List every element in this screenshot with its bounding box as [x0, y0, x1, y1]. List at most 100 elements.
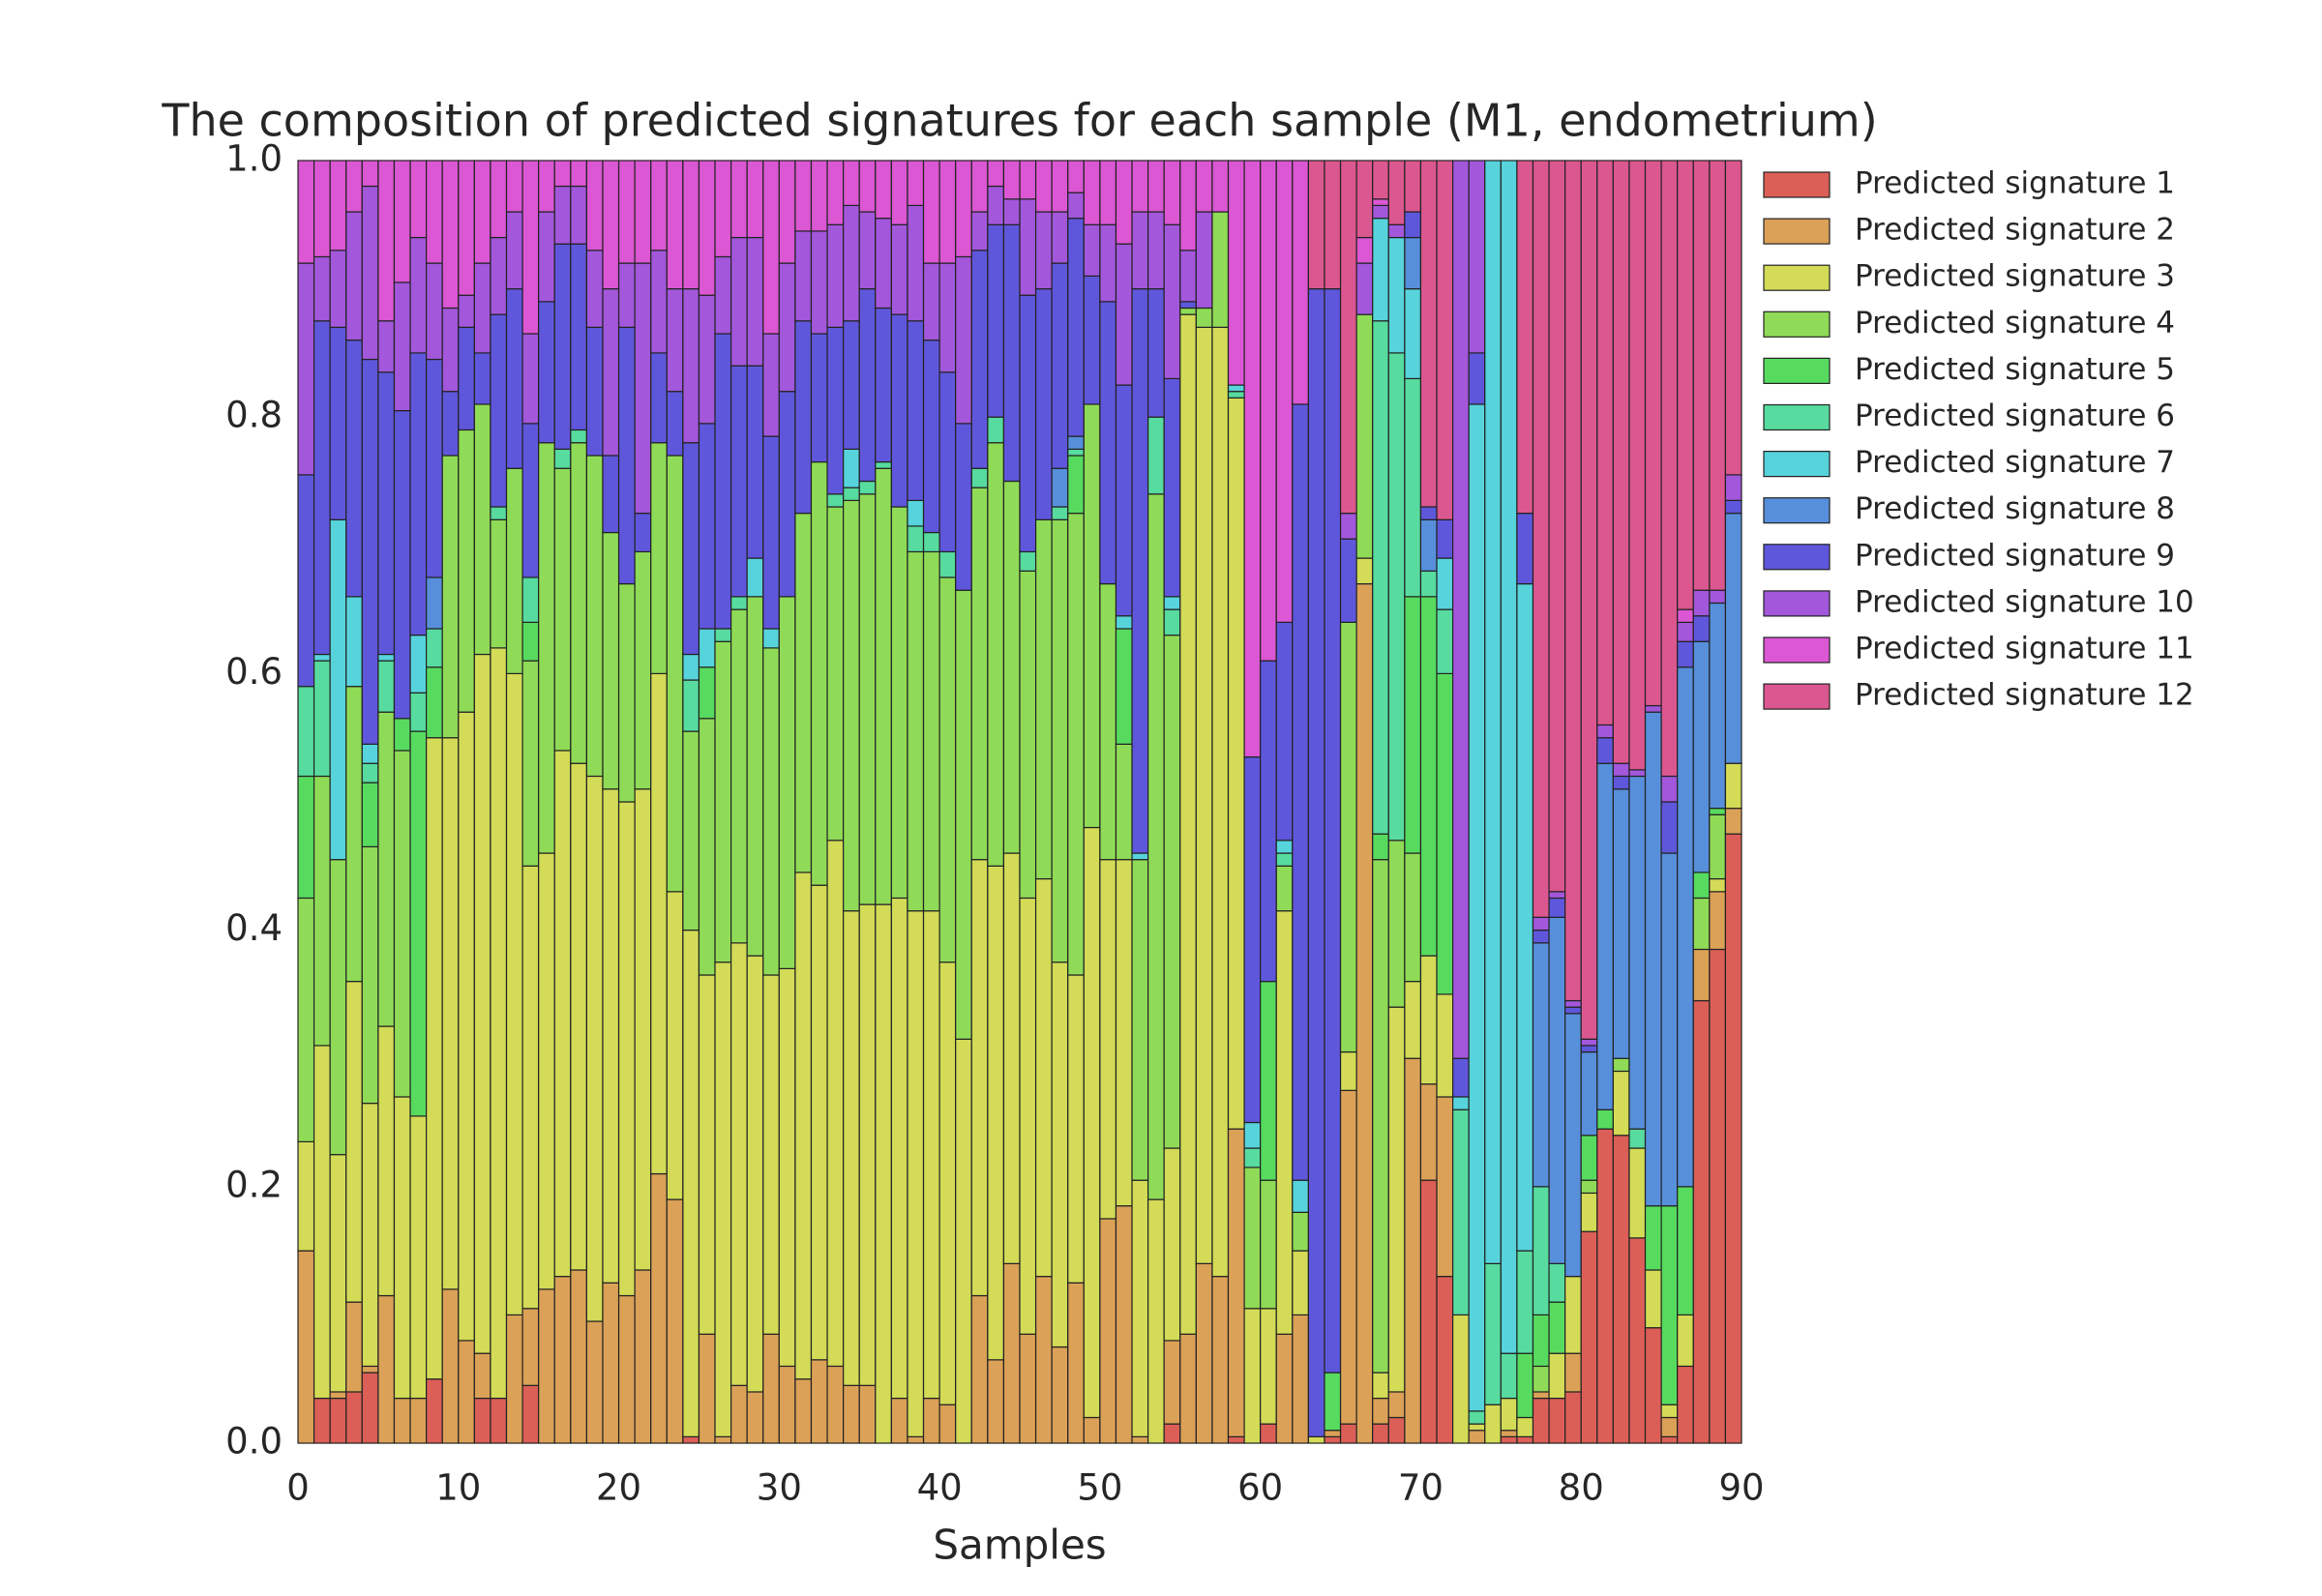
bar-segment: [521, 576, 540, 623]
bar-segment: [1692, 160, 1711, 591]
bar-segment: [1404, 211, 1422, 239]
bar-segment: [1419, 955, 1438, 1085]
bar-segment: [361, 358, 379, 745]
bar-segment: [875, 903, 892, 1444]
bar-segment: [682, 653, 700, 681]
x-tick-label: 20: [596, 1467, 641, 1509]
bar-segment: [778, 596, 796, 969]
bar-segment: [1275, 160, 1294, 623]
x-tick-label: 50: [1077, 1467, 1122, 1509]
bar-segment: [1355, 262, 1374, 315]
bar-segment: [1468, 1423, 1486, 1432]
bar-segment: [1532, 916, 1550, 931]
bar-segment: [970, 467, 989, 488]
bar-segment: [634, 262, 652, 515]
bar-segment: [875, 218, 892, 310]
bar-segment: [1532, 1365, 1550, 1393]
bar-segment: [1355, 557, 1374, 585]
bar-segment: [794, 872, 813, 1380]
bar-segment: [778, 967, 796, 1368]
bar-segment: [426, 160, 443, 264]
bar-segment: [890, 897, 908, 1400]
bar-segment: [553, 467, 572, 752]
bar-segment: [1051, 961, 1069, 1348]
bar-segment: [1067, 455, 1085, 515]
bar-segment: [1596, 724, 1614, 739]
bar-segment: [1724, 808, 1742, 835]
bars: [297, 160, 1742, 1444]
bar-segment: [1612, 1070, 1630, 1137]
bar-segment: [1115, 743, 1133, 861]
bar-segment: [1115, 160, 1133, 245]
bar-segment: [377, 1025, 396, 1297]
bar-segment: [1596, 762, 1614, 1110]
bar-segment: [1387, 236, 1406, 354]
bar-segment: [490, 506, 508, 520]
bar-segment: [778, 1365, 796, 1444]
bar-segment: [1115, 615, 1133, 630]
bar-segment: [297, 1140, 315, 1252]
bar-segment: [1532, 942, 1550, 1188]
bar-segment: [1628, 1147, 1647, 1239]
bar-segment: [1131, 1435, 1149, 1444]
bar-segment: [1387, 1006, 1406, 1393]
bar-segment: [1548, 891, 1566, 900]
bar-segment: [890, 160, 908, 225]
bar-segment: [714, 640, 732, 963]
bar-segment: [1612, 160, 1630, 764]
bar-segment: [1532, 1391, 1550, 1400]
bar-segment: [1612, 1135, 1630, 1444]
x-tick-label: 10: [435, 1467, 481, 1509]
legend-label: Predicted signature 12: [1855, 678, 2194, 713]
bar-segment: [1532, 160, 1550, 918]
bar-segment: [762, 160, 780, 335]
bar-segment: [297, 897, 315, 1142]
bar-segment: [762, 647, 780, 976]
bar-segment: [1195, 211, 1213, 310]
bar-segment: [1580, 1179, 1598, 1195]
bar-segment: [393, 281, 411, 412]
bar-segment: [1292, 1250, 1310, 1315]
bar-segment: [1147, 1198, 1165, 1444]
bar-segment: [297, 474, 315, 688]
bar-segment: [345, 981, 363, 1303]
bar-segment: [907, 499, 925, 527]
bar-segment: [1709, 877, 1727, 893]
bar-segment: [826, 506, 845, 842]
bar-segment: [907, 1435, 925, 1444]
bar-segment: [746, 557, 764, 598]
bar-segment: [810, 333, 828, 463]
bar-segment: [1115, 859, 1133, 1207]
bar-segment: [729, 608, 748, 944]
bar-segment: [1099, 223, 1117, 303]
bar-segment: [553, 243, 572, 450]
y-tick-label: 0.4: [225, 907, 283, 949]
bar-segment: [1692, 999, 1711, 1444]
bar-segment: [297, 1250, 315, 1444]
bar-segment: [1532, 1397, 1550, 1444]
bar-segment: [585, 160, 604, 251]
bar-segment: [1051, 506, 1069, 520]
bar-segment: [345, 1301, 363, 1393]
bar-segment: [970, 250, 989, 469]
bar-segment: [1243, 1167, 1262, 1310]
bar-segment: [698, 974, 716, 1335]
bar-segment: [490, 518, 508, 649]
bar-segment: [682, 679, 700, 732]
bar-segment: [1260, 981, 1277, 1181]
legend-swatch: [1763, 171, 1831, 198]
bar-segment: [1051, 262, 1069, 469]
bar-segment: [1002, 480, 1021, 854]
bar-segment: [377, 660, 396, 713]
bar-segment: [650, 672, 668, 1175]
bar-segment: [1339, 538, 1357, 623]
bar-segment: [1163, 377, 1181, 598]
bar-segment: [521, 423, 540, 578]
bar-segment: [1099, 1218, 1117, 1444]
chart-title: The composition of predicted signatures …: [161, 95, 1877, 147]
bar-segment: [1227, 397, 1245, 1130]
bar-segment: [1163, 608, 1181, 636]
legend-swatch: [1763, 497, 1831, 524]
bar-segment: [570, 1269, 587, 1444]
bar-segment: [1051, 518, 1069, 963]
